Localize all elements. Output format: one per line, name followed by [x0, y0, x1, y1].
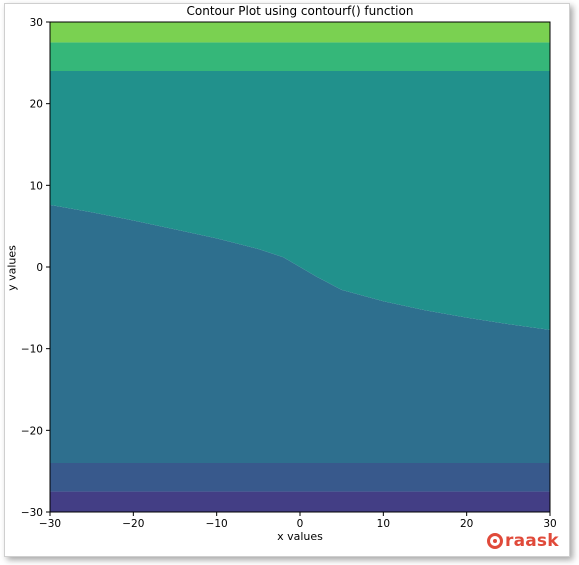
y-tick-label: −20 [21, 425, 43, 437]
x-tick-label: −20 [122, 518, 144, 530]
y-tick-label: 0 [36, 262, 43, 274]
contour-band-4 [50, 71, 550, 330]
y-tick-label: 30 [30, 17, 43, 29]
x-tick-label: 30 [543, 518, 556, 530]
x-tick-label: 10 [377, 518, 390, 530]
y-tick-label: −30 [21, 507, 43, 519]
y-tick-label: −10 [21, 344, 43, 356]
axes: −30 −20 −10 0 10 20 30 −30 −20 −10 0 10 20 30 [21, 17, 557, 530]
contour-band-2 [50, 463, 550, 492]
watermark-ring-icon [487, 533, 503, 549]
watermark-text: raask [505, 531, 559, 551]
contour-band-1 [50, 491, 550, 512]
contour-band-6 [50, 22, 550, 43]
watermark-logo: raask [486, 530, 559, 552]
x-axis-label: x values [277, 530, 323, 543]
contour-band-3 [50, 204, 550, 463]
x-tick-label: −10 [206, 518, 228, 530]
y-tick-label: 10 [30, 180, 43, 192]
chart-title: Contour Plot using contourf() function [186, 4, 414, 18]
x-tick-label: 20 [460, 518, 473, 530]
y-tick-label: 20 [30, 99, 43, 111]
plot-area [50, 22, 550, 512]
x-tick-label: 0 [297, 518, 304, 530]
x-tick-label: −30 [39, 518, 61, 530]
y-axis-label: y values [5, 245, 19, 291]
contour-band-5 [50, 42, 550, 71]
